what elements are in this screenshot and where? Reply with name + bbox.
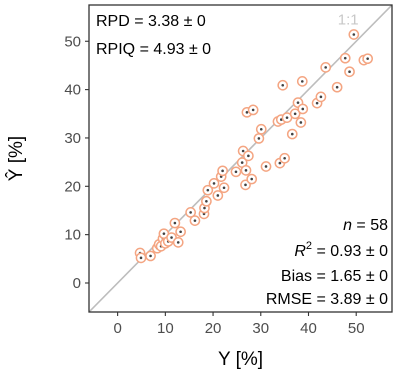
data-point-center-45 [296,101,300,104]
stats-top-left: RPD = 3.38 ± 0 RPIQ = 4.93 ± 0 [96,13,211,58]
data-point-center-13 [179,230,182,234]
data-point-center-17 [203,206,206,210]
data-points [134,29,374,264]
y-axis-title: Ŷ [%] [5,136,27,181]
data-point-center-46 [299,121,303,124]
stats-bottom-right: n = 58 R2 = 0.93 ± 0 Bias = 1.65 ± 0 RMS… [266,217,388,308]
data-point-center-42 [285,116,289,119]
y-tick-label-30: 30 [64,130,81,147]
data-point-center-21 [216,194,220,197]
x-tick-label-40: 40 [300,320,317,337]
x-axis-ticks: 0 10 20 30 40 50 [113,312,365,337]
y-tick-label-50: 50 [64,33,81,50]
data-point-center-25 [234,170,238,174]
data-point-center-52 [335,85,339,89]
data-point-center-14 [189,211,192,214]
n-value: = 58 [352,217,388,234]
n-symbol: n [343,217,352,234]
n-stat: n = 58 [343,217,388,234]
data-point-center-2 [149,254,152,258]
data-point-center-35 [259,127,263,131]
data-point-center-34 [257,137,261,140]
data-point-center-18 [205,199,208,203]
data-point-center-48 [301,107,305,111]
data-point-center-19 [206,188,210,192]
x-tick-label-50: 50 [348,320,365,337]
data-point-center-15 [193,219,197,222]
x-tick-label-30: 30 [252,320,269,337]
data-point-center-50 [319,95,323,99]
bias-stat: Bias = 1.65 ± 0 [281,268,388,285]
rmse-stat: RMSE = 3.89 ± 0 [266,291,388,308]
r2-value: = 0.93 ± 0 [312,243,388,260]
x-tick-label-10: 10 [157,320,174,337]
data-point-center-49 [315,101,319,105]
data-point-center-51 [324,66,327,69]
x-tick-label-0: 0 [113,320,121,337]
data-point-center-57 [366,57,369,60]
data-point-center-36 [264,165,268,168]
identity-line-label: 1:1 [338,11,359,28]
y-tick-label-20: 20 [64,178,81,195]
data-point-center-38 [278,161,282,165]
data-point-center-54 [348,70,351,74]
plot-frame [88,4,393,313]
data-point-center-53 [343,56,347,60]
data-point-center-43 [290,132,294,136]
data-point-center-24 [222,186,226,190]
data-point-center-41 [283,156,286,160]
data-point-center-1 [139,256,143,260]
data-point-center-40 [281,83,285,87]
data-point-center-27 [241,149,245,153]
data-point-center-31 [247,154,250,158]
y-axis-ticks: 0 10 20 30 40 50 [64,33,89,292]
data-point-center-44 [293,112,297,116]
data-point-center-32 [250,177,254,181]
y-tick-label-40: 40 [64,82,81,99]
data-point-center-23 [221,169,224,173]
data-point-center-10 [170,236,173,239]
plot-panel: 1:1 [88,4,393,313]
rpiq-stat: RPIQ = 4.93 ± 0 [96,41,211,58]
y-tick-label-0: 0 [73,275,81,292]
data-point-center-12 [176,241,180,244]
y-tick-label-10: 10 [64,227,81,244]
r2-superscript: 2 [306,240,312,252]
data-point-center-30 [245,111,249,114]
r2-stat: R2 = 0.93 ± 0 [294,240,388,260]
x-tick-label-20: 20 [205,320,222,337]
data-point-center-7 [162,232,166,235]
data-point-center-29 [244,169,248,172]
data-point-center-28 [244,183,247,187]
r2-symbol: R [294,243,306,260]
x-axis-title: Y [%] [218,349,263,370]
data-point-center-26 [240,161,244,164]
data-point-center-55 [352,33,356,36]
data-point-center-47 [300,80,304,83]
rpd-stat: RPD = 3.38 ± 0 [96,13,206,30]
data-point-center-33 [251,108,255,112]
data-point-center-20 [212,182,216,185]
data-point-center-11 [173,221,177,225]
